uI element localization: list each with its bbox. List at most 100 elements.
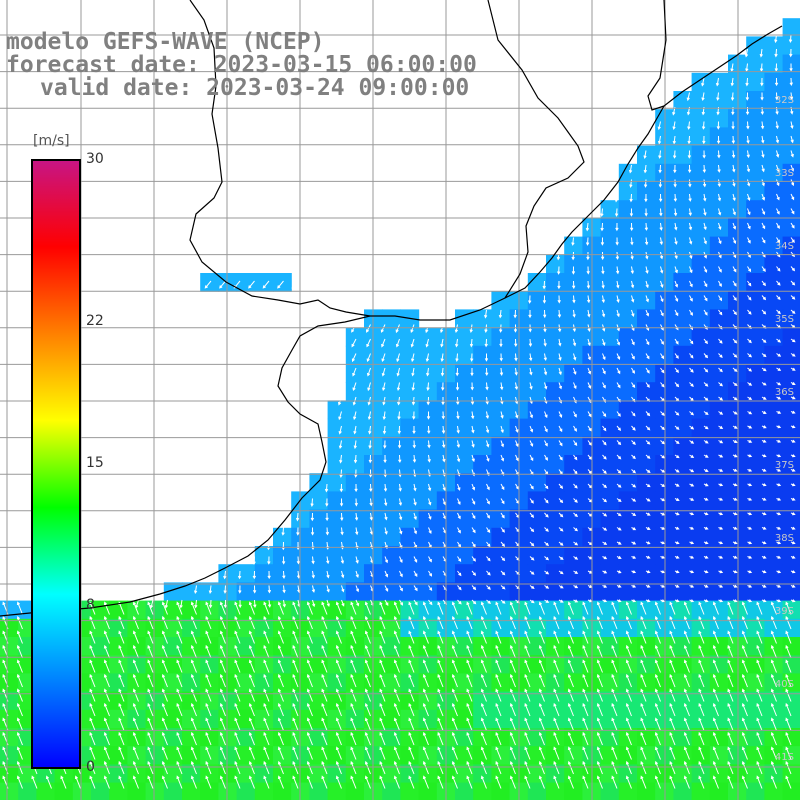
wind-arrow (544, 498, 549, 504)
wind-arrow (689, 570, 695, 574)
wind-arrow (339, 498, 344, 507)
wind-cell (400, 655, 420, 674)
wind-cell (291, 655, 310, 674)
wind-arrow (718, 555, 724, 559)
wind-arrow (600, 222, 604, 232)
wind-arrow (263, 760, 270, 775)
wind-arrow (529, 454, 534, 462)
wind-arrow (616, 512, 622, 517)
wind-arrow (538, 673, 545, 688)
wind-arrow (654, 775, 661, 789)
wind-arrow (190, 702, 197, 717)
wind-arrow (543, 338, 547, 347)
wind-arrow (350, 615, 357, 630)
wind-arrow (587, 338, 591, 347)
wind-cell (637, 327, 656, 347)
colorbar-tick-label: 30 (86, 151, 104, 167)
wind-arrow (660, 338, 664, 345)
title-forecast-date: forecast date: 2023-03-15 06:00:00 (6, 52, 477, 78)
wind-arrow (645, 483, 651, 488)
wind-arrow (353, 440, 357, 450)
wind-arrow (413, 599, 418, 606)
wind-arrow (703, 411, 709, 416)
wind-arrow (147, 775, 154, 789)
wind-cell (455, 564, 474, 583)
wind-arrow (712, 731, 719, 746)
wind-arrow (529, 367, 533, 376)
wind-cell (455, 582, 474, 602)
wind-arrow (631, 309, 635, 317)
wind-cell (382, 655, 401, 674)
wind-arrow (538, 688, 545, 702)
wind-cell (473, 655, 492, 674)
wind-arrow (596, 702, 603, 717)
wind-cell (564, 236, 583, 256)
wind-cell (728, 582, 747, 602)
wind-cell (782, 709, 800, 729)
wind-arrow (747, 497, 753, 501)
wind-arrow (441, 425, 446, 434)
wind-cell (673, 473, 693, 492)
wind-cell (782, 182, 800, 201)
wind-arrow (422, 615, 429, 630)
wind-arrow (761, 382, 767, 386)
wind-arrow (660, 584, 666, 588)
wind-arrow (267, 585, 272, 594)
wind-arrow (602, 527, 608, 531)
wind-arrow (674, 541, 680, 545)
wind-arrow (660, 411, 665, 416)
wind-arrow (204, 295, 212, 304)
wind-arrow (248, 673, 255, 688)
wind-arrow (350, 601, 357, 615)
wind-arrow (350, 688, 357, 702)
wind-arrow (89, 775, 96, 789)
wind-arrow (727, 673, 734, 688)
wind-arrow (730, 63, 734, 72)
wind-arrow (600, 237, 605, 246)
wind-arrow (437, 775, 444, 789)
wind-arrow (776, 237, 781, 244)
wind-arrow (790, 541, 796, 545)
wind-arrow (132, 673, 139, 688)
wind-arrow (790, 121, 794, 130)
wind-arrow (412, 411, 416, 420)
wind-arrow (683, 659, 690, 673)
wind-arrow (470, 396, 475, 405)
wind-arrow (306, 775, 313, 789)
wind-arrow (732, 497, 738, 501)
wind-arrow (558, 585, 564, 589)
wind-cell (764, 91, 784, 110)
wind-arrow (712, 615, 719, 630)
wind-cell (764, 218, 784, 238)
wind-arrow (529, 556, 535, 561)
wind-cell (163, 746, 183, 765)
wind-arrow (223, 585, 227, 594)
wind-arrow (596, 673, 603, 688)
wind-arrow (674, 338, 679, 345)
wind-arrow (718, 570, 724, 574)
wind-arrow (234, 731, 241, 746)
wind-arrow (761, 193, 766, 201)
wind-arrow (176, 673, 183, 688)
wind-arrow (587, 440, 592, 446)
wind-arrow (509, 615, 516, 630)
wind-arrow (698, 731, 705, 746)
wind-arrow (731, 150, 736, 159)
wind-cell (473, 327, 492, 347)
wind-arrow (89, 644, 96, 659)
wind-arrow (698, 702, 705, 717)
wind-arrow (89, 630, 96, 644)
wind-arrow (103, 760, 110, 775)
wind-arrow (161, 731, 168, 746)
wind-arrow (379, 659, 386, 673)
wind-arrow (350, 644, 357, 659)
wind-arrow (253, 599, 257, 609)
wind-cell (91, 709, 110, 729)
wind-arrow (596, 659, 603, 673)
wind-arrow (683, 731, 690, 746)
wind-arrow (790, 164, 794, 172)
wind-arrow (669, 644, 676, 659)
wind-arrow (277, 775, 284, 789)
latitude-label: 40S (774, 679, 794, 690)
wind-arrow (205, 630, 212, 644)
